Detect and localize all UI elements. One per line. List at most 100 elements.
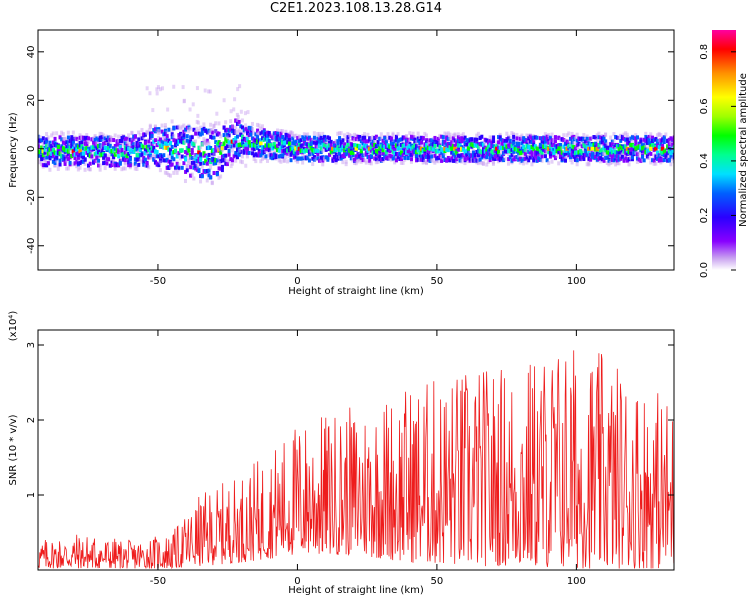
spectrogram-halo-cell xyxy=(545,143,549,148)
spectrogram-band-cell xyxy=(577,137,581,142)
spectrogram-core-cell xyxy=(235,143,239,148)
spectrogram-halo-cell xyxy=(649,132,653,137)
spectrogram-peak-cell xyxy=(217,148,221,153)
spectrogram-band-cell xyxy=(264,132,268,137)
spectrogram-band-cell xyxy=(252,139,256,144)
spectrogram-band-cell xyxy=(615,150,619,155)
spectrogram-band-cell xyxy=(175,125,179,130)
spectrogram-core-cell xyxy=(169,141,173,146)
spectrogram-band-cell xyxy=(465,153,469,158)
spectrogram-band-cell xyxy=(237,148,241,153)
spectrogram-band-cell xyxy=(317,139,321,144)
spectrogram-core-cell xyxy=(90,145,94,150)
spectrogram-band-cell xyxy=(65,140,69,145)
spectrogram-halo-cell xyxy=(515,132,519,137)
spectrogram-band-cell xyxy=(274,137,278,142)
spectrogram-band-cell xyxy=(420,140,424,145)
spectrogram-core-cell xyxy=(307,143,311,148)
spectrogram-core-cell xyxy=(68,145,72,151)
colorbar-tick-label: 0.0 xyxy=(699,262,710,278)
spectrogram-halo-cell xyxy=(572,141,576,146)
spectrogram-band-cell xyxy=(112,155,116,160)
spectrogram-halo-cell xyxy=(445,132,449,137)
spectrogram-band-cell xyxy=(346,150,350,155)
spectrogram-halo-cell xyxy=(349,133,353,138)
spectrogram-band-cell xyxy=(53,136,57,141)
spectrogram-band-cell xyxy=(107,142,111,147)
spectrogram-band-cell xyxy=(80,140,84,145)
spectrogram-band-cell xyxy=(361,153,365,158)
spectrogram-core-cell xyxy=(227,140,231,145)
spectrogram-band-cell xyxy=(433,136,437,141)
spectrogram-halo-cell xyxy=(185,164,189,169)
spectrogram-halo-cell xyxy=(204,140,208,145)
spectrogram-band-cell xyxy=(232,143,236,148)
spectrogram-band-cell xyxy=(520,158,524,163)
spectrogram-halo-cell xyxy=(647,156,651,161)
spectrogram-band-cell xyxy=(548,154,552,159)
spectrogram-core-cell xyxy=(271,146,275,151)
colorbar-label: Normalized spectral amplitude xyxy=(738,73,749,227)
spectrogram-halo-cell xyxy=(56,166,60,171)
spectrogram-halo-cell xyxy=(436,146,440,151)
spectrogram-core-cell xyxy=(562,144,566,149)
spectrogram-halo-cell xyxy=(548,140,552,145)
spectrogram-band-cell xyxy=(60,147,64,152)
spectrogram-band-cell xyxy=(416,138,420,143)
spectrogram-band-cell xyxy=(369,154,373,159)
spectrogram-band-cell xyxy=(492,144,496,149)
spectrogram-halo-cell xyxy=(260,156,264,161)
spectrogram-peak-cell xyxy=(565,146,569,151)
spectrogram-band-cell xyxy=(70,144,74,149)
spectrogram-band-cell xyxy=(507,143,511,148)
spectrogram-band-cell xyxy=(456,153,460,158)
spectrogram-halo-cell xyxy=(433,160,437,165)
spectrogram-band-cell xyxy=(276,143,280,148)
spectrogram-core-cell xyxy=(179,148,183,153)
spectrogram-band-cell xyxy=(451,158,455,163)
spectrogram-band-cell xyxy=(569,136,573,141)
spectrogram-band-cell xyxy=(169,147,173,152)
spectrogram-core-cell xyxy=(374,148,378,154)
spectrogram-band-cell xyxy=(574,146,578,151)
spectrogram-band-cell xyxy=(456,135,460,140)
spectrogram-core-cell xyxy=(641,146,644,151)
spectrogram-band-cell xyxy=(286,135,290,140)
spectrogram-halo-cell xyxy=(117,134,121,139)
spectrogram-band-cell xyxy=(70,140,74,145)
spectrogram-core-cell xyxy=(488,142,492,148)
spectrogram-band-cell xyxy=(346,135,350,140)
spectrogram-band-cell xyxy=(105,156,109,161)
spectrogram-core-cell xyxy=(445,147,449,152)
spectrogram-halo-cell xyxy=(448,132,452,137)
spectrogram-core-cell xyxy=(192,142,196,147)
spectrogram-band-cell xyxy=(307,152,311,157)
spectrogram-band-cell xyxy=(348,153,352,158)
spectrogram-halo-cell xyxy=(127,139,131,144)
spectrogram-halo-cell xyxy=(279,128,283,133)
spectrogram-halo-cell xyxy=(655,133,659,138)
spectrogram-band-cell xyxy=(242,128,246,133)
spectrogram-halo-cell xyxy=(90,151,94,156)
spectrogram-band-cell xyxy=(488,139,492,144)
spectrogram-halo-cell xyxy=(386,136,390,141)
spectrogram-halo-cell xyxy=(570,131,574,136)
spectrogram-halo-cell xyxy=(379,136,383,141)
spectrogram-halo-cell xyxy=(267,153,271,158)
spectrogram-band-cell xyxy=(398,156,402,161)
spectrogram-halo-cell xyxy=(76,167,80,172)
spectrogram-core-cell xyxy=(406,145,410,150)
spectrogram-band-cell xyxy=(45,163,49,168)
spectrogram-band-cell xyxy=(190,148,194,153)
spectrogram-band-cell xyxy=(391,141,395,146)
spectrogram-core-cell xyxy=(56,144,60,150)
spectrogram-band-cell xyxy=(125,143,129,148)
spectrogram-band-cell xyxy=(296,136,300,141)
spectrogram-core-cell xyxy=(580,150,584,155)
spectrogram-band-cell xyxy=(363,138,367,143)
spectrogram-core-cell xyxy=(590,143,594,149)
spectrogram-halo-cell xyxy=(190,172,194,177)
spectrogram-halo-cell xyxy=(620,152,624,157)
spectrogram-band-cell xyxy=(102,141,106,146)
